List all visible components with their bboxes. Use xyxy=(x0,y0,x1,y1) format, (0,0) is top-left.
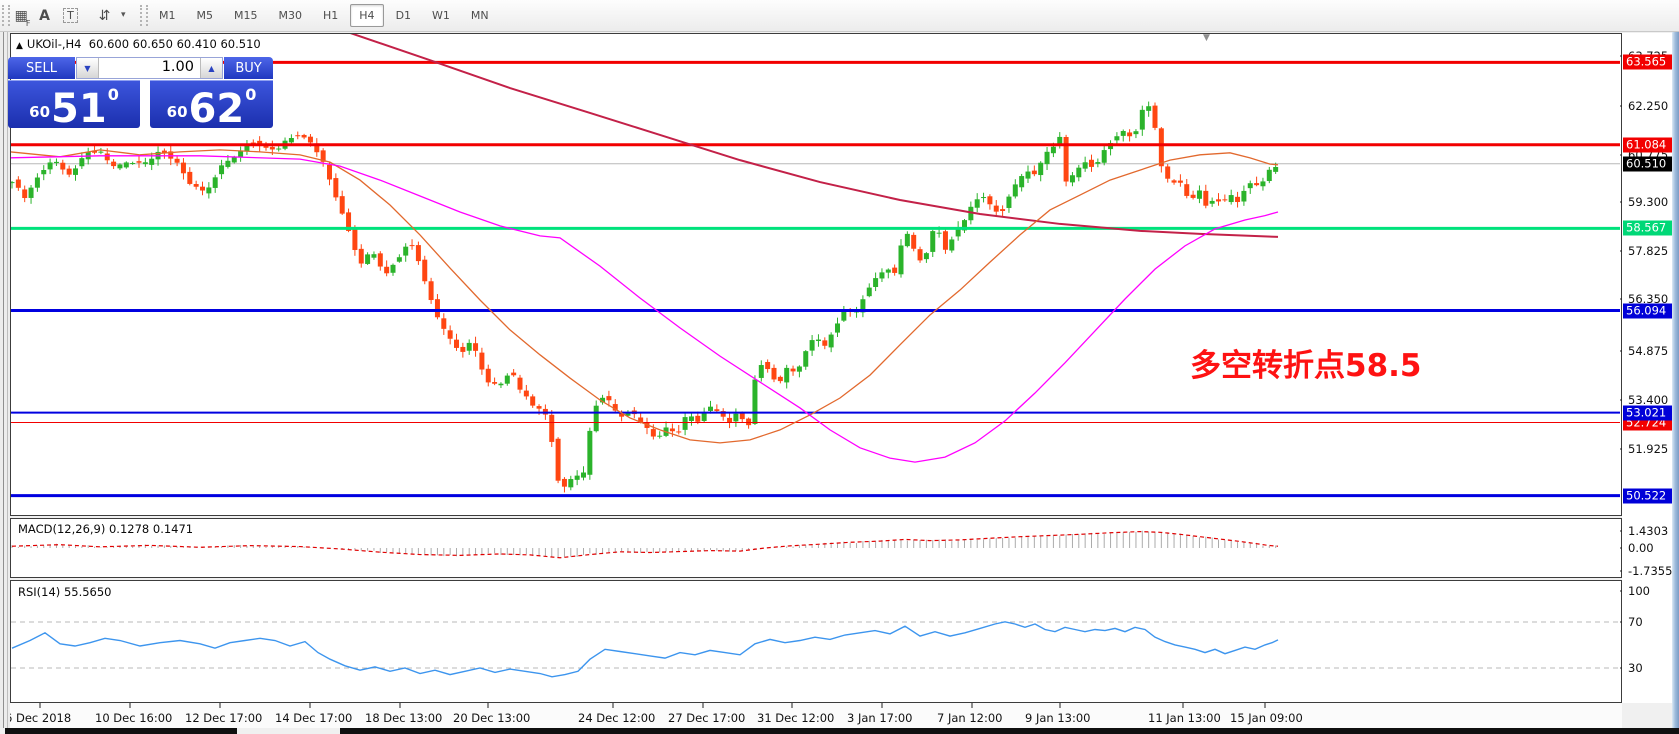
macd-axis-label: 0.00 xyxy=(1628,541,1654,555)
cycle-glyph: ⇵ xyxy=(98,7,111,24)
timeframe-toolbar: M1 M5 M15 M30 H1 H4 D1 W1 MN xyxy=(150,3,501,28)
time-axis-label: 10 Dec 16:00 xyxy=(95,711,173,725)
price-level-badge: 60.510 xyxy=(1623,156,1672,172)
price-level-badge: 58.567 xyxy=(1623,220,1672,236)
volume-input[interactable]: 1.00 xyxy=(99,58,200,78)
one-click-trading-panel: SELL ▼ 1.00 ▲ BUY 60 51 0 60 62 0 xyxy=(8,57,273,132)
t-glyph: T xyxy=(63,8,78,23)
ohlc-values: 60.600 60.650 60.410 60.510 xyxy=(88,37,261,51)
sell-price-main: 51 xyxy=(51,86,107,132)
timeframe-button-M5[interactable]: M5 xyxy=(196,9,214,22)
time-axis-label: 31 Dec 12:00 xyxy=(757,711,835,725)
sell-price-button[interactable]: 60 51 0 xyxy=(8,80,140,132)
price-axis-label: 59.300 xyxy=(1628,195,1669,209)
buy-price-button[interactable]: 60 62 0 xyxy=(150,80,273,132)
text-label-icon[interactable]: A xyxy=(32,3,57,28)
text-box-icon[interactable]: T xyxy=(58,3,83,28)
price-level-badge: 63.565 xyxy=(1623,54,1672,70)
price-level-badge: 50.522 xyxy=(1623,488,1672,504)
dropdown-caret-icon[interactable]: ▾ xyxy=(121,10,126,20)
buy-button[interactable]: BUY xyxy=(224,57,273,79)
time-axis-label: 11 Jan 13:00 xyxy=(1148,711,1221,725)
price-axis-label: 51.925 xyxy=(1628,442,1669,456)
price-level-badge: 61.084 xyxy=(1623,137,1672,153)
rsi-axis-label: 100 xyxy=(1628,584,1650,598)
rsi-axis-label: 70 xyxy=(1628,615,1643,629)
grid-glyph: ▦ xyxy=(14,7,28,24)
price-axis-label: 62.250 xyxy=(1628,99,1669,113)
timeframe-button-M30[interactable]: M30 xyxy=(278,9,303,22)
time-axis-label: 3 Jan 17:00 xyxy=(847,711,913,725)
sell-price-sup: 0 xyxy=(107,85,119,104)
time-axis-label: 20 Dec 13:00 xyxy=(453,711,531,725)
window-right-border xyxy=(1672,31,1679,734)
toolbar-separator-grip[interactable] xyxy=(140,5,148,26)
time-axis-label: 18 Dec 13:00 xyxy=(365,711,443,725)
macd-axis-label: -1.7355 xyxy=(1628,564,1673,578)
price-axis-label: 54.875 xyxy=(1628,344,1669,358)
window-bottom-border xyxy=(340,728,1679,734)
buy-price-main: 62 xyxy=(188,86,245,132)
time-axis-label: 15 Jan 09:00 xyxy=(1230,711,1303,725)
time-axis-label: 7 Jan 12:00 xyxy=(937,711,1003,725)
time-axis-label: 24 Dec 12:00 xyxy=(578,711,656,725)
a-glyph: A xyxy=(39,7,50,24)
price-axis-label: 56.350 xyxy=(1628,292,1669,306)
macd-indicator-label: MACD(12,26,9) 0.1278 0.1471 xyxy=(18,522,194,536)
caret-glyph: ▾ xyxy=(121,10,126,20)
rsi-chart-surface[interactable] xyxy=(10,580,1622,703)
timeframe-button-H1[interactable]: H1 xyxy=(323,9,339,22)
chart-ohlc-header: ▲ UKOil-,H4 60.600 60.650 60.410 60.510 xyxy=(16,37,261,51)
time-axis-label: 14 Dec 17:00 xyxy=(275,711,353,725)
cycle-arrows-icon[interactable]: ⇵ xyxy=(92,3,117,28)
buy-price-prefix: 60 xyxy=(166,103,188,121)
price-level-badge: 53.021 xyxy=(1623,405,1672,421)
timeframe-button-MN[interactable]: MN xyxy=(470,9,489,22)
indicator-grid-icon[interactable]: ▦ F xyxy=(10,3,35,29)
toolbar: ▦ F A T ⇵ ▾ M1 M5 M15 M30 H1 H4 D1 W1 MN xyxy=(0,0,1679,32)
macd-axis-label: 1.4303 xyxy=(1628,524,1669,538)
time-axis-label: 9 Jan 13:00 xyxy=(1025,711,1091,725)
price-level-badge: 56.094 xyxy=(1623,303,1672,319)
rsi-indicator-label: RSI(14) 55.5650 xyxy=(18,585,112,599)
timeframe-button-M15[interactable]: M15 xyxy=(234,9,258,22)
time-axis-label: 27 Dec 17:00 xyxy=(668,711,746,725)
time-axis-label: 12 Dec 17:00 xyxy=(185,711,263,725)
volume-increase-button[interactable]: ▲ xyxy=(200,58,222,78)
price-axis-label: 53.400 xyxy=(1628,393,1669,407)
timeframe-button-M1[interactable]: M1 xyxy=(159,9,176,22)
toolbar-grip[interactable] xyxy=(2,5,10,26)
volume-decrease-button[interactable]: ▼ xyxy=(77,58,99,78)
price-axis: 63.72562.25060.77559.30057.82556.35054.8… xyxy=(1622,33,1672,703)
timeframe-button-D1[interactable]: D1 xyxy=(395,9,412,22)
price-axis-label: 57.825 xyxy=(1628,244,1669,258)
timeframe-button-W1[interactable]: W1 xyxy=(432,9,450,22)
chart-annotation-text: 多空转折点58.5 xyxy=(1190,348,1422,384)
macd-chart-surface[interactable] xyxy=(10,518,1622,578)
time-axis-label: 6 Dec 2018 xyxy=(5,711,72,725)
sell-price-prefix: 60 xyxy=(29,103,51,121)
grid-glyph-sub: F xyxy=(25,19,31,28)
chart-shift-marker-icon[interactable]: ▼ xyxy=(1203,33,1210,43)
symbol-up-triangle-icon: ▲ xyxy=(16,41,23,51)
symbol-timeframe-label: UKOil-,H4 xyxy=(26,37,82,51)
window-left-border xyxy=(0,31,10,728)
sell-button[interactable]: SELL xyxy=(8,57,75,79)
volume-spinner: ▼ 1.00 ▲ xyxy=(76,57,223,79)
window-bottom-border xyxy=(5,728,237,734)
buy-price-sup: 0 xyxy=(245,85,257,104)
time-axis: 6 Dec 2018 10 Dec 16:00 12 Dec 17:00 14 Dec… xyxy=(5,703,1622,728)
timeframe-button-H4[interactable]: H4 xyxy=(350,4,384,27)
rsi-axis-label: 30 xyxy=(1628,661,1643,675)
